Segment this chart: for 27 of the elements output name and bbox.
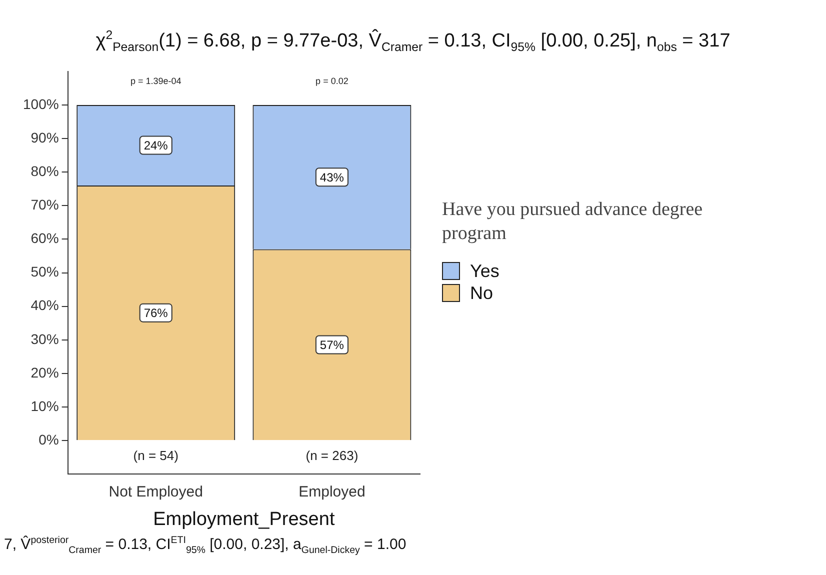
x-tick-label: Not Employed (108, 483, 203, 500)
legend-title: Have you pursued advance degree program (442, 198, 704, 246)
y-tick-label: 30% (30, 330, 59, 347)
data-label: 57% (320, 338, 344, 352)
data-label: 24% (144, 138, 168, 153)
y-tick-label: 40% (30, 297, 59, 314)
y-tick-label: 0% (38, 431, 59, 448)
y-tick-label: 50% (30, 264, 59, 280)
data-label: 43% (320, 170, 344, 184)
annotation: p = 1.39e-04 (130, 76, 182, 86)
y-tick-label: 100% (22, 96, 59, 112)
y-tick-label: 10% (30, 398, 59, 414)
data-label: 76% (144, 306, 168, 320)
x-tick-label: Employed (298, 483, 366, 500)
x-axis-title: Employment_Present (153, 508, 336, 530)
legend-label: Yes (470, 260, 500, 282)
chart-title: χ$^{2}$$_{Pearson}$(1) = 6.68, p = 9.77e-03, V̂$_{Cramer}$ = 0.13, CI$_{95%}$ [0.00, 0.25], n$_{obs}$ = 317 (96, 28, 730, 54)
y-tick-label: 60% (30, 230, 59, 246)
annotation: (n = 54) (133, 448, 178, 464)
text: No (470, 282, 494, 304)
y-tick-label: 90% (30, 129, 59, 146)
y-tick-label: 80% (30, 162, 59, 179)
y-tick-label: 20% (30, 364, 59, 380)
text: 7, V̂$^{posterior}$$_{Cramer}$ = 0.13, CI$^{ETI}$$_{95%}$ [0.00, 0.23], a$_{Gunel-Dickey}$ = 1.00 (4, 535, 406, 556)
annotation: p = 0.02 (316, 76, 348, 86)
annotation: (n = 263) (306, 448, 358, 464)
y-tick-label: 70% (30, 196, 59, 213)
